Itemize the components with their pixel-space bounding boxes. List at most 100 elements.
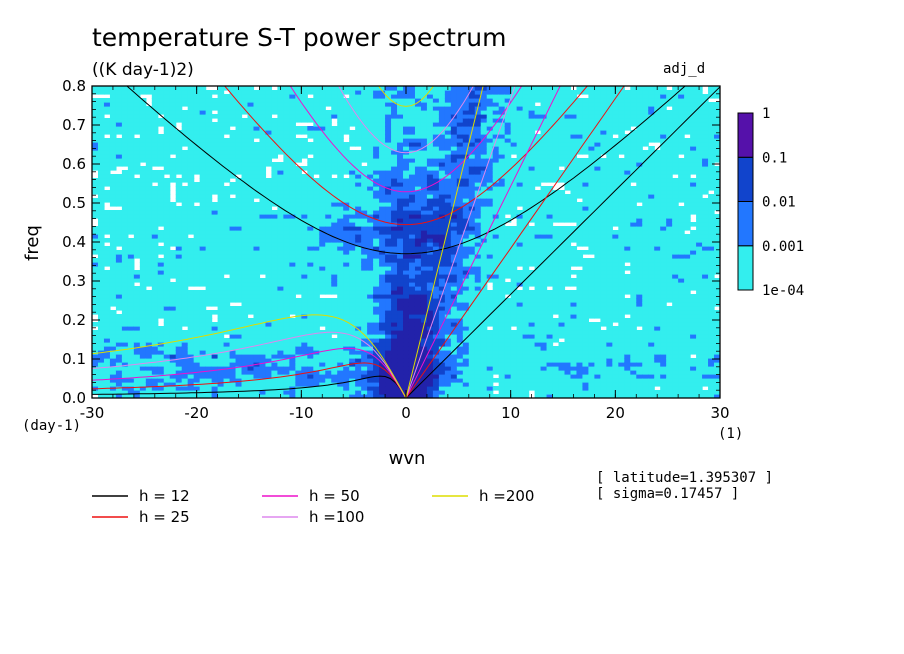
heatmap-cell bbox=[313, 262, 320, 267]
heatmap-cell bbox=[175, 194, 183, 199]
heatmap-cell bbox=[163, 338, 171, 343]
heatmap-cell bbox=[361, 226, 368, 231]
heatmap-cell bbox=[438, 222, 446, 227]
heatmap-cell bbox=[391, 210, 398, 215]
heatmap-cell bbox=[271, 326, 279, 331]
heatmap-cell bbox=[367, 346, 374, 351]
heatmap-cell bbox=[432, 382, 440, 387]
heatmap-cell bbox=[223, 370, 231, 375]
heatmap-cell bbox=[403, 182, 410, 187]
heatmap-cell bbox=[115, 210, 123, 215]
heatmap-cell bbox=[313, 142, 320, 147]
heatmap-cell bbox=[283, 234, 290, 239]
heatmap-cell bbox=[331, 390, 338, 395]
heatmap-cell bbox=[474, 262, 482, 267]
heatmap-cell bbox=[408, 342, 416, 347]
heatmap-cell bbox=[313, 370, 320, 375]
heatmap-cell bbox=[408, 110, 416, 115]
heatmap-cell bbox=[199, 386, 207, 391]
heatmap-cell bbox=[121, 330, 129, 335]
heatmap-cell bbox=[139, 354, 147, 359]
heatmap-cell bbox=[397, 118, 404, 123]
heatmap-cell bbox=[391, 246, 398, 251]
heatmap-cell bbox=[438, 190, 446, 195]
heatmap-cell bbox=[480, 354, 488, 359]
heatmap-cell bbox=[438, 94, 446, 99]
heatmap-cell bbox=[115, 126, 123, 131]
heatmap-cell bbox=[414, 218, 422, 223]
heatmap-cell bbox=[295, 310, 302, 315]
heatmap-cell bbox=[355, 138, 362, 143]
heatmap-cell bbox=[247, 262, 255, 267]
heatmap-cell bbox=[337, 238, 344, 243]
heatmap-cell bbox=[444, 138, 452, 143]
heatmap-cell bbox=[139, 274, 147, 279]
heatmap-cell bbox=[313, 306, 320, 311]
heatmap-cell bbox=[307, 186, 314, 191]
heatmap-cell bbox=[313, 150, 320, 155]
heatmap-cell bbox=[420, 274, 428, 279]
heatmap-cell bbox=[331, 226, 338, 231]
heatmap-cell bbox=[361, 210, 368, 215]
heatmap-cell bbox=[450, 374, 458, 379]
heatmap-cell bbox=[277, 94, 284, 99]
heatmap-cell bbox=[349, 262, 356, 267]
heatmap-cell bbox=[432, 282, 440, 287]
heatmap-cell bbox=[181, 370, 189, 375]
heatmap-cell bbox=[337, 162, 344, 167]
heatmap-cell bbox=[403, 274, 410, 279]
heatmap-cell bbox=[187, 298, 195, 303]
heatmap-cell bbox=[223, 358, 231, 363]
heatmap-cell bbox=[133, 354, 141, 359]
heatmap-cell bbox=[229, 146, 237, 151]
heatmap-cell bbox=[361, 98, 368, 103]
heatmap-cell bbox=[414, 202, 422, 207]
heatmap-cell bbox=[187, 338, 195, 343]
heatmap-cell bbox=[361, 382, 368, 387]
heatmap-cell bbox=[181, 174, 189, 179]
heatmap-cell bbox=[121, 350, 129, 355]
heatmap-cell bbox=[211, 234, 219, 239]
heatmap-cell bbox=[151, 162, 159, 167]
heatmap-cell bbox=[397, 214, 404, 219]
heatmap-cell bbox=[163, 210, 171, 215]
heatmap-cell bbox=[468, 162, 476, 167]
heatmap-cell bbox=[444, 294, 452, 299]
heatmap-cell bbox=[444, 358, 452, 363]
heatmap-cell bbox=[295, 130, 302, 135]
heatmap-cell bbox=[157, 326, 165, 331]
heatmap-cell bbox=[247, 362, 255, 367]
heatmap-cell bbox=[361, 298, 368, 303]
heatmap-cell bbox=[325, 182, 332, 187]
heatmap-cell bbox=[468, 334, 476, 339]
heatmap-cell bbox=[163, 126, 171, 131]
heatmap-cell bbox=[295, 278, 302, 283]
heatmap-cell bbox=[295, 350, 302, 355]
heatmap-cell bbox=[121, 130, 129, 135]
heatmap-cell bbox=[480, 206, 488, 211]
heatmap-cell bbox=[337, 286, 344, 291]
heatmap-cell bbox=[319, 190, 326, 195]
heatmap-cell bbox=[121, 334, 129, 339]
heatmap-cell bbox=[289, 298, 296, 303]
heatmap-cell bbox=[414, 254, 422, 259]
heatmap-cell bbox=[438, 378, 446, 383]
heatmap-cell bbox=[426, 390, 434, 395]
heatmap-cell bbox=[163, 334, 171, 339]
heatmap-cell bbox=[271, 358, 279, 363]
heatmap-cell bbox=[265, 298, 273, 303]
heatmap-cell bbox=[283, 346, 290, 351]
heatmap-cell bbox=[444, 198, 452, 203]
heatmap-cell bbox=[229, 274, 237, 279]
heatmap-cell bbox=[115, 86, 123, 91]
heatmap-cell bbox=[325, 278, 332, 283]
heatmap-cell bbox=[391, 278, 398, 283]
heatmap-cell bbox=[223, 290, 231, 295]
heatmap-cell bbox=[235, 142, 243, 147]
heatmap-cell bbox=[367, 218, 374, 223]
heatmap-cell bbox=[289, 354, 296, 359]
heatmap-cell bbox=[432, 86, 440, 91]
heatmap-cell bbox=[169, 366, 177, 371]
heatmap-cell bbox=[271, 90, 279, 95]
heatmap-cell bbox=[223, 266, 231, 271]
